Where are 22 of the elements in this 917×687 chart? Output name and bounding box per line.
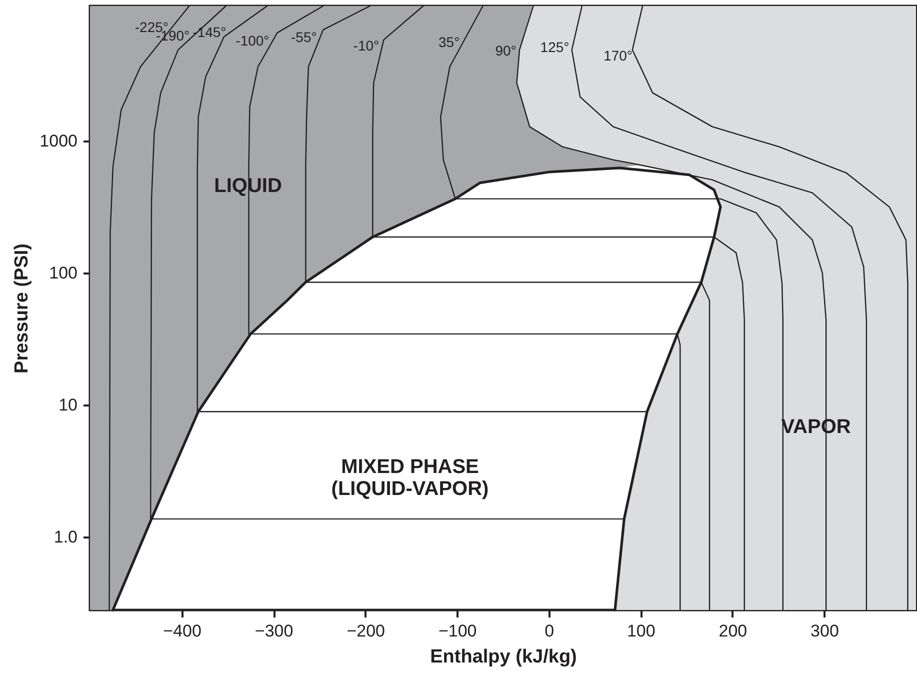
x-tick-label: −200: [346, 622, 385, 640]
y-tick-label: 10: [58, 395, 78, 414]
series-label: 90°: [495, 42, 516, 58]
x-tick-label: 300: [810, 622, 839, 640]
x-tick-label: 100: [626, 622, 656, 640]
y-tick-label: 1.0: [54, 527, 78, 546]
x-tick-label: 0: [544, 622, 554, 640]
x-axis-title: Enthalpy (kJ/kg): [430, 646, 577, 668]
series-label: 170°: [604, 48, 633, 64]
x-tick-label: 200: [718, 622, 748, 640]
series-label: -100°: [236, 32, 270, 48]
series-label: -10°: [353, 38, 380, 54]
y-axis-title: Pressure (PSI): [12, 244, 33, 374]
annotation: MIXED PHASE (LIQUID-VAPOR): [331, 456, 489, 500]
y-tick-label: 100: [49, 263, 78, 282]
x-tick-label: −400: [163, 622, 202, 640]
x-tick-label: −300: [254, 622, 294, 640]
y-tick-label: 1000: [40, 131, 78, 150]
series-label: 125°: [540, 39, 570, 55]
x-tick-label: −100: [438, 622, 477, 640]
series-label: 35°: [438, 34, 460, 50]
series-label: -55°: [291, 29, 317, 45]
